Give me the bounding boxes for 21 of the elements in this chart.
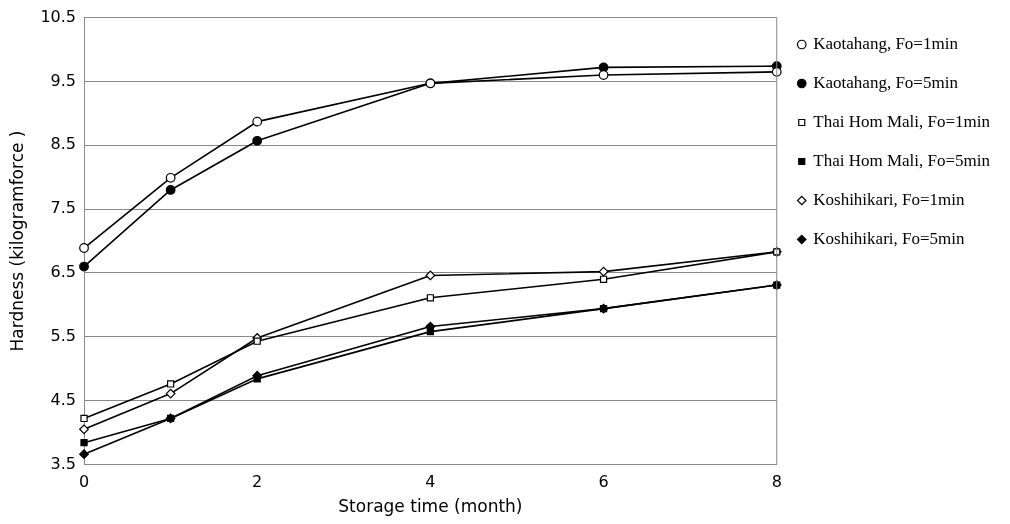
legend-label: Kaotahang, Fo=5min (813, 72, 959, 92)
x-tick-label: 6 (598, 472, 609, 492)
y-tick-label: 4.5 (50, 389, 77, 409)
y-tick-label: 8.5 (50, 134, 77, 154)
y-tick-label: 10.5 (40, 6, 77, 26)
y-tick-label: 6.5 (50, 262, 77, 282)
legend-label: Kaotahang, Fo=1min (813, 33, 959, 53)
x-tick-label: 8 (771, 472, 782, 492)
legend-label: Thai Hom Mali, Fo=1min (813, 111, 991, 131)
x-axis-title: Storage time (month) (338, 496, 523, 517)
x-tick-label: 4 (425, 472, 436, 492)
y-tick-label: 3.5 (50, 453, 77, 473)
y-tick-label: 9.5 (50, 70, 77, 90)
y-tick-label: 5.5 (50, 325, 77, 345)
x-tick-label: 2 (252, 472, 263, 492)
legend-label: Koshihikari, Fo=5min (813, 228, 966, 248)
y-axis-title: Hardness (kilogramforce ) (6, 130, 27, 352)
y-tick-label: 7.5 (50, 198, 77, 218)
x-tick-label: 0 (78, 472, 90, 492)
legend-label: Thai Hom Mali, Fo=5min (813, 150, 991, 170)
legend-label: Koshihikari, Fo=1min (813, 189, 966, 209)
